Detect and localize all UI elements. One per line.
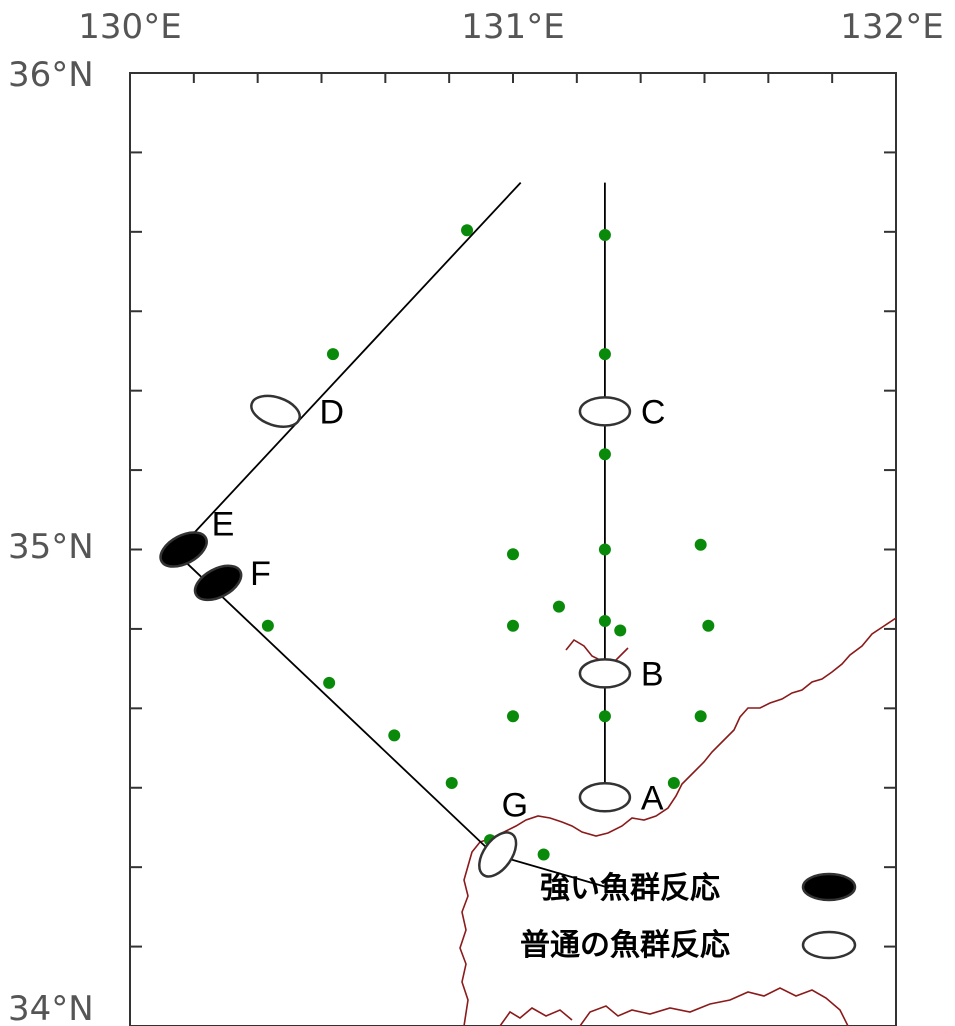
station-point xyxy=(445,776,458,789)
station-point xyxy=(326,348,339,361)
legend-strong-swatch xyxy=(801,872,857,902)
station-point xyxy=(694,710,707,723)
fish-school-g xyxy=(478,831,518,878)
station-point xyxy=(614,624,627,637)
station-point xyxy=(261,619,274,632)
transect-southwest-line xyxy=(186,563,610,889)
station-point xyxy=(702,619,715,632)
fish-school-e xyxy=(159,531,208,568)
y-tick-label-35: 35°N xyxy=(8,527,94,567)
station-point xyxy=(694,538,707,551)
station-point xyxy=(507,710,519,723)
fish-school-c xyxy=(578,396,632,427)
legend: 強い魚群反応 普通の魚群反応 xyxy=(520,871,857,963)
station-point xyxy=(598,348,611,361)
legend-normal-swatch xyxy=(801,930,857,960)
fish-school-d xyxy=(250,394,301,428)
coastline-south xyxy=(579,987,849,1026)
fish-school-f xyxy=(193,564,243,602)
station-point xyxy=(667,776,680,789)
legend-normal-label: 普通の魚群反応 xyxy=(520,928,730,963)
fish-school-label-g: G xyxy=(502,786,528,824)
fish-school-label-a: A xyxy=(641,779,664,817)
y-tick-label-36: 36°N xyxy=(8,55,94,95)
y-tick-label-34: 34°N xyxy=(8,989,94,1026)
station-point xyxy=(598,710,611,723)
station-point xyxy=(552,600,565,613)
station-point xyxy=(461,224,474,237)
transect-lines xyxy=(186,181,610,889)
legend-strong-label: 強い魚群反応 xyxy=(540,871,720,906)
frame-ticks xyxy=(130,73,896,948)
station-point xyxy=(598,543,611,556)
x-tick-label-132: 132°E xyxy=(840,7,943,47)
fish-school-b xyxy=(578,658,632,689)
fish-school-label-b: B xyxy=(641,655,664,693)
coastline-southwest xyxy=(499,1007,573,1026)
station-point xyxy=(598,614,611,627)
fish-school-a xyxy=(578,782,632,813)
map-frame xyxy=(129,72,897,1026)
coastline xyxy=(459,617,897,1026)
fish-school-markers: A B C D EF G xyxy=(159,393,666,878)
station-point xyxy=(507,548,519,561)
station-point xyxy=(388,729,401,742)
station-point xyxy=(598,448,611,461)
station-point xyxy=(598,229,611,242)
x-tick-label-130: 130°E xyxy=(78,7,181,47)
fish-school-label-e: E xyxy=(212,506,235,544)
coastline-inlet xyxy=(565,638,629,665)
x-tick-label-131: 131°E xyxy=(461,7,564,47)
fish-school-label-f: F xyxy=(250,555,271,593)
station-point xyxy=(507,619,519,632)
station-points xyxy=(212,224,715,861)
station-point xyxy=(323,676,336,689)
station-point xyxy=(537,848,550,861)
transect-northwest-line xyxy=(186,181,522,541)
fish-school-label-c: C xyxy=(641,393,666,431)
fish-school-label-d: D xyxy=(320,393,345,431)
